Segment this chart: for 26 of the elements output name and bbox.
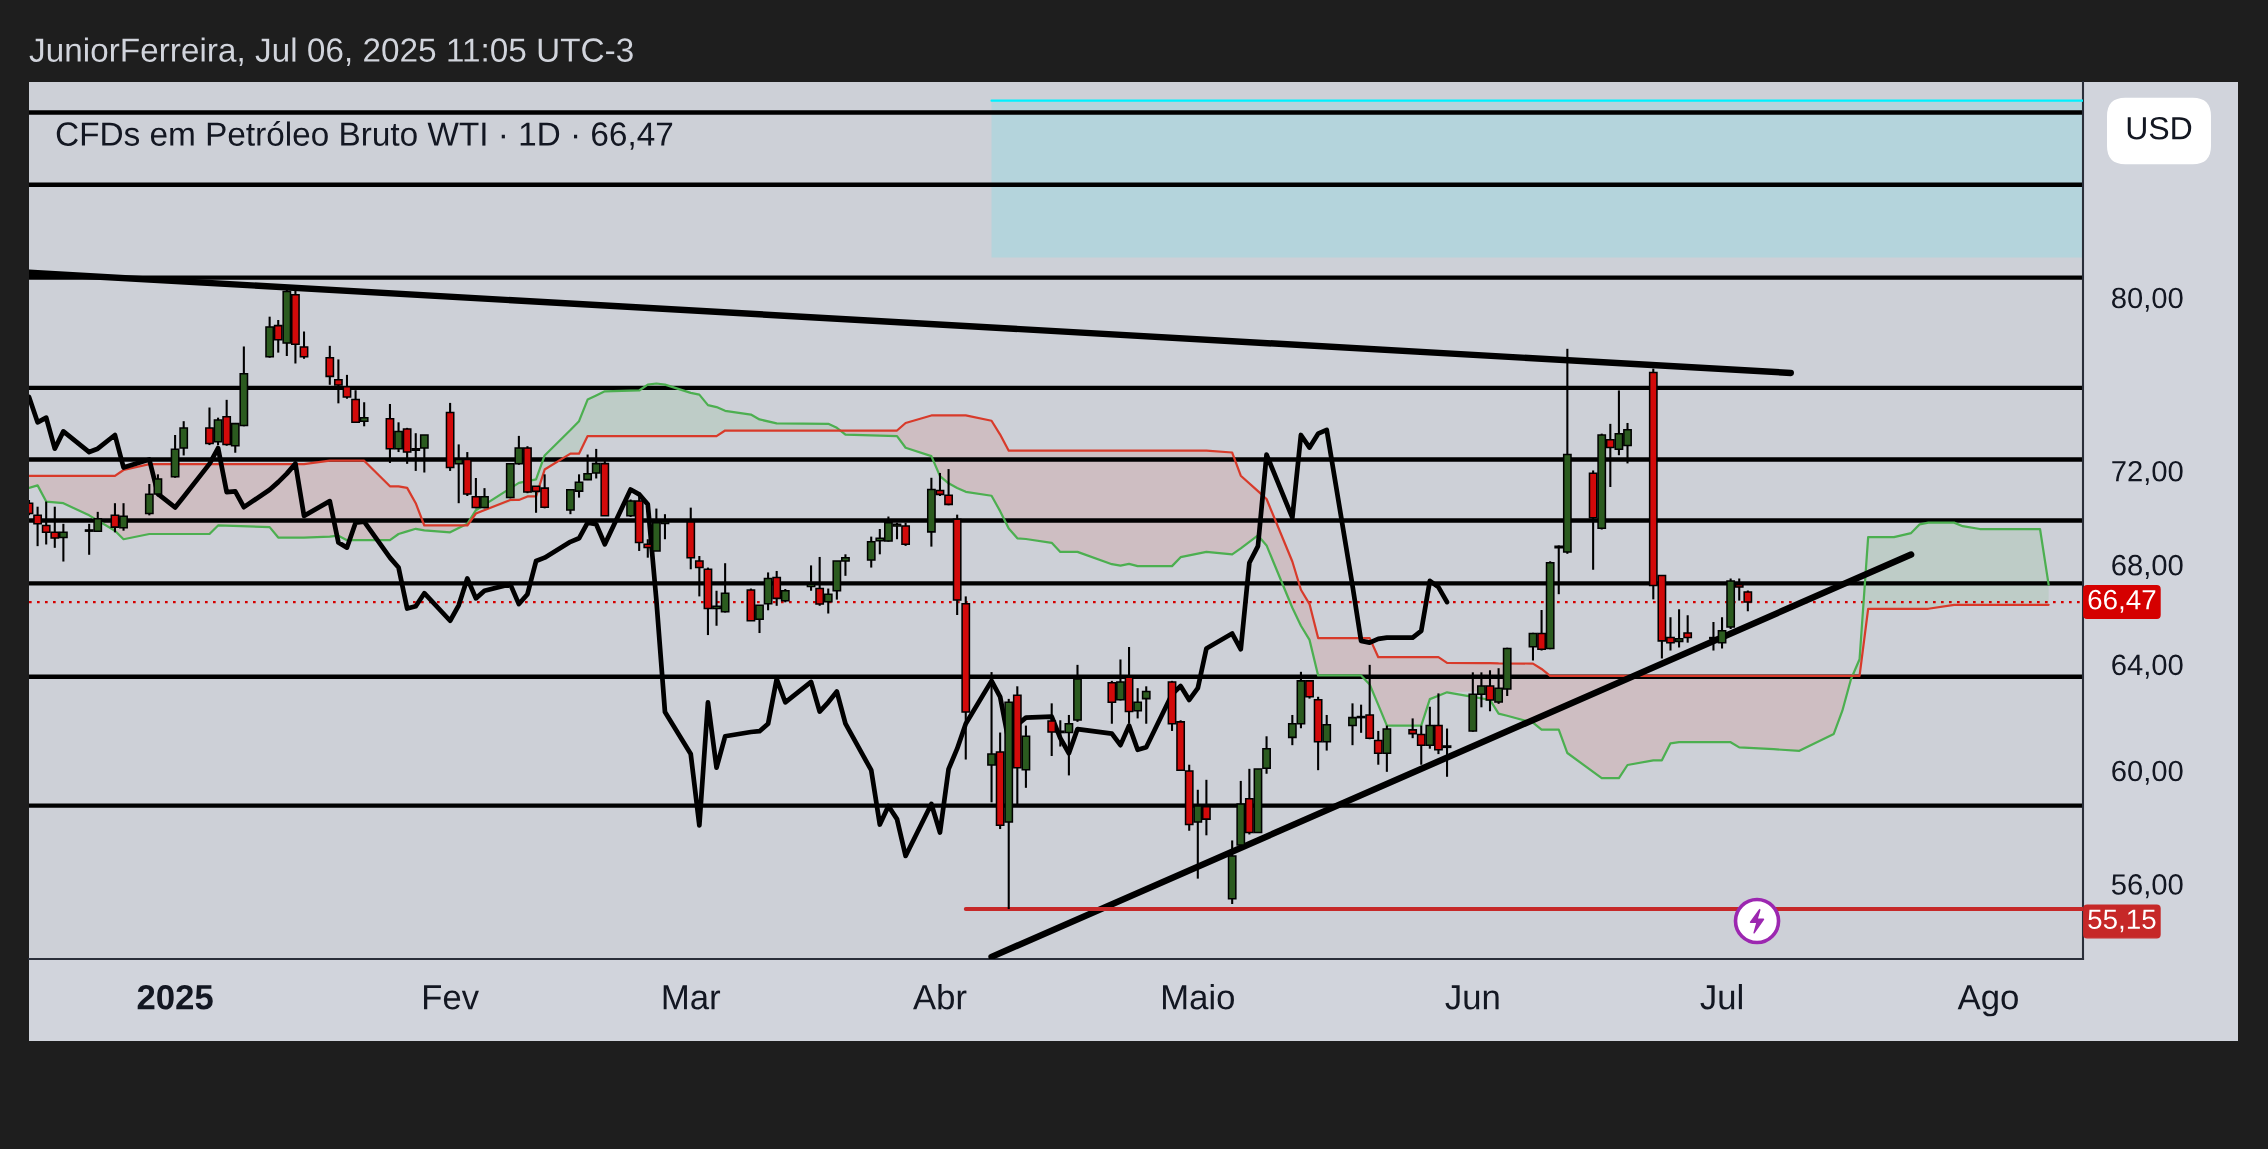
- x-tick-label: 2025: [137, 984, 213, 1010]
- x-tick-label: Fev: [424, 985, 479, 1010]
- y-tick-label: 56,00: [2111, 874, 2183, 899]
- line-series: [29, 414, 2050, 678]
- x-tick-label: Abr: [913, 984, 967, 1010]
- candlestick: [1141, 685, 1151, 725]
- x-tick-label: Jul: [1700, 984, 1742, 1010]
- x-tick-label: Ago: [1957, 985, 2018, 1017]
- candlestick: [299, 330, 309, 360]
- text: CFDs em Petróleo Bruto WTI · 1D · 66,47: [56, 121, 673, 150]
- ref-line-label: 66,47: [2088, 589, 2156, 613]
- line-series: [29, 382, 2050, 780]
- y-tick-label: 64,00: [2112, 654, 2183, 679]
- x-tick-label: Mar: [663, 985, 721, 1010]
- chart-subtitle: JuniorFerreira, Jul 06, 2025 11:05 UTC-3: [29, 37, 633, 66]
- candlestick: [1683, 614, 1693, 644]
- x-tick-label: Jun: [1445, 985, 1499, 1010]
- candlestick: [944, 468, 953, 507]
- data-label: 55,15: [2088, 909, 2156, 933]
- y-tick-label: 80,00: [2112, 287, 2183, 312]
- y-tick-label: 60,00: [2112, 760, 2183, 785]
- y-tick-label: 72,00: [2112, 460, 2183, 485]
- y-tick-label: 68,00: [2112, 554, 2183, 579]
- text: USD: [2127, 116, 2192, 140]
- candlestick: [1408, 717, 1418, 740]
- x-tick-label: Maio: [1163, 984, 1234, 1010]
